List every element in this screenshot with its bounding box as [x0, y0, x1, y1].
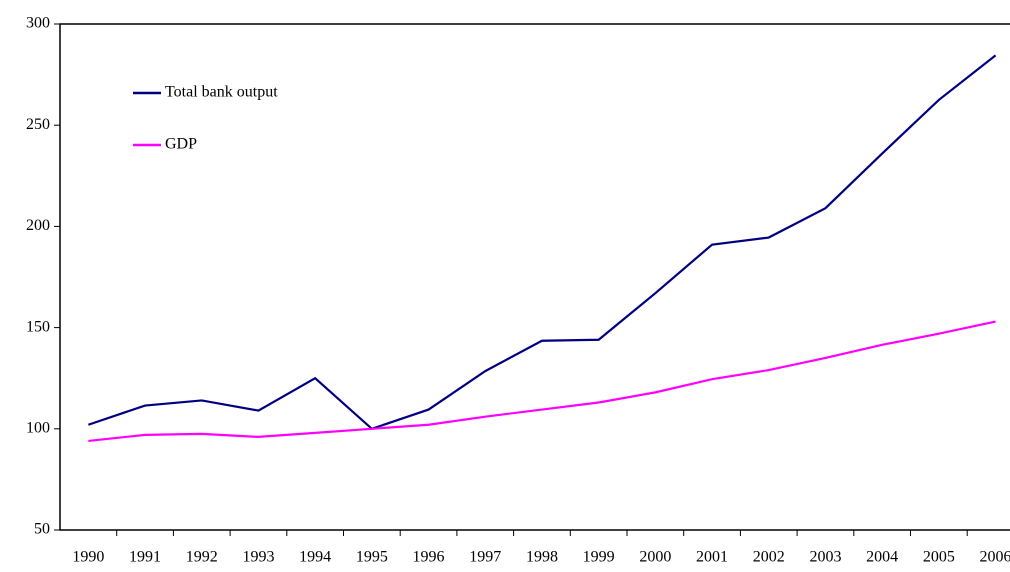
y-tick-label: 150: [26, 318, 50, 335]
legend-label: Total bank output: [165, 84, 278, 101]
x-tick-label: 2003: [809, 549, 841, 566]
y-tick-label: 100: [26, 419, 50, 436]
x-tick-label: 2005: [923, 549, 955, 566]
x-tick-label: 2000: [639, 549, 671, 566]
x-tick-label: 1991: [129, 549, 161, 566]
x-tick-label: 2001: [696, 549, 728, 566]
x-tick-label: 2002: [753, 549, 785, 566]
x-tick-label: 1994: [299, 549, 331, 566]
x-tick-label: 2004: [866, 549, 898, 566]
x-tick-label: 1993: [242, 549, 274, 566]
y-tick-label: 300: [26, 15, 50, 32]
y-tick-label: 200: [26, 217, 50, 234]
x-tick-label: 1990: [72, 549, 104, 566]
line-series: [87, 54, 997, 431]
legend-label: GDP: [165, 136, 197, 153]
x-tick-label: 1995: [356, 549, 388, 566]
x-tick-label: 1992: [186, 549, 218, 566]
x-tick-label: 1999: [583, 549, 615, 566]
x-tick-label: 1996: [413, 549, 445, 566]
line-series: [88, 320, 996, 443]
y-tick-label: 50: [34, 521, 50, 538]
plot-frame: [59, 23, 1010, 531]
x-tick-label: 1997: [469, 549, 501, 566]
x-tick-label: 1998: [526, 549, 558, 566]
y-tick-label: 250: [26, 116, 50, 133]
x-tick-label: 2006: [980, 549, 1010, 566]
